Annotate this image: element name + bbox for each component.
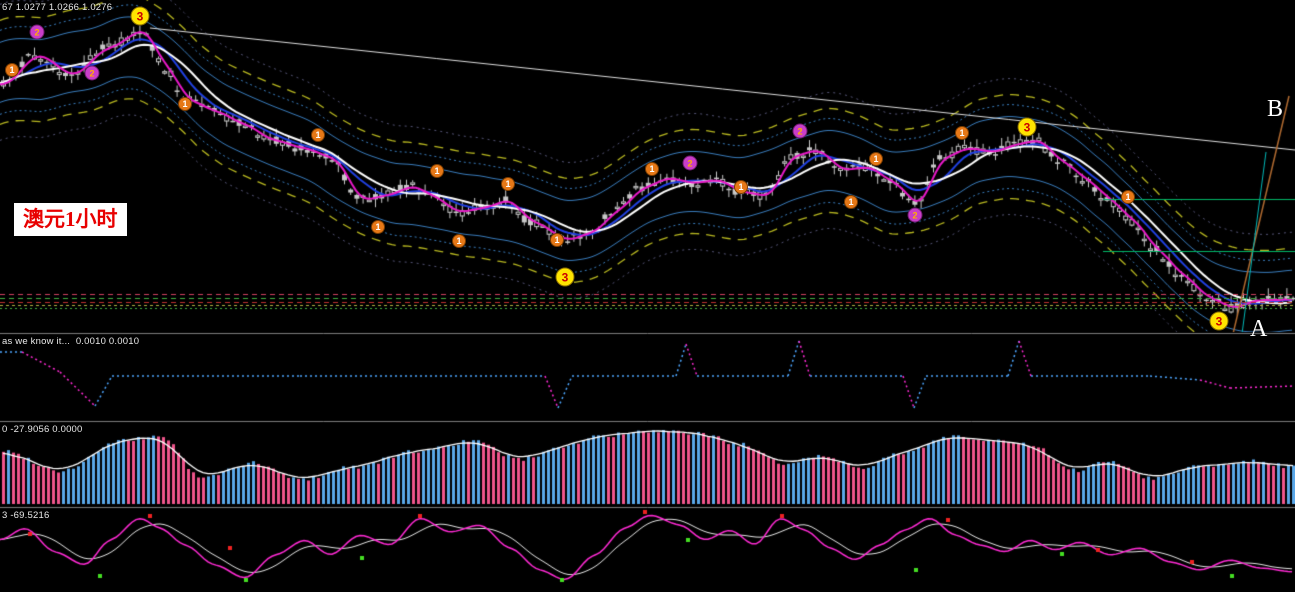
wave-marker-1: 1	[178, 97, 192, 111]
label-letter-a: A	[1250, 316, 1268, 342]
wave-marker-1: 1	[1121, 190, 1135, 204]
indicator-zigzag-label: as we know it... 0.0010 0.0010	[2, 336, 140, 347]
wave-marker-3: 3	[1209, 311, 1229, 331]
wave-marker-1: 1	[452, 234, 466, 248]
wave-marker-3: 3	[555, 267, 575, 287]
wave-marker-1: 1	[5, 63, 19, 77]
label-letter-b: B	[1267, 96, 1284, 122]
symbol-badge: 澳元1小时	[14, 203, 127, 237]
wave-marker-1: 1	[955, 126, 969, 140]
wave-marker-3: 3	[130, 6, 150, 26]
wave-marker-1: 1	[734, 180, 748, 194]
wave-marker-1: 1	[645, 162, 659, 176]
wave-marker-1: 1	[430, 164, 444, 178]
wave-marker-2: 2	[29, 24, 45, 40]
wave-marker-1: 1	[550, 233, 564, 247]
wave-marker-1: 1	[869, 152, 883, 166]
wave-marker-2: 2	[907, 207, 923, 223]
indicator-oscillator-label: 3 -69.5216	[2, 510, 50, 521]
wave-marker-1: 1	[371, 220, 385, 234]
wave-marker-3: 3	[1017, 117, 1037, 137]
wave-marker-2: 2	[792, 123, 808, 139]
wave-marker-2: 2	[682, 155, 698, 171]
wave-marker-2: 2	[84, 65, 100, 81]
wave-marker-1: 1	[501, 177, 515, 191]
wave-marker-1: 1	[311, 128, 325, 142]
wave-marker-1: 1	[844, 195, 858, 209]
quote-info: 67 1.0277 1.0266 1.0276	[2, 2, 113, 13]
indicator-histogram-label: 0 -27.9056 0.0000	[2, 424, 83, 435]
